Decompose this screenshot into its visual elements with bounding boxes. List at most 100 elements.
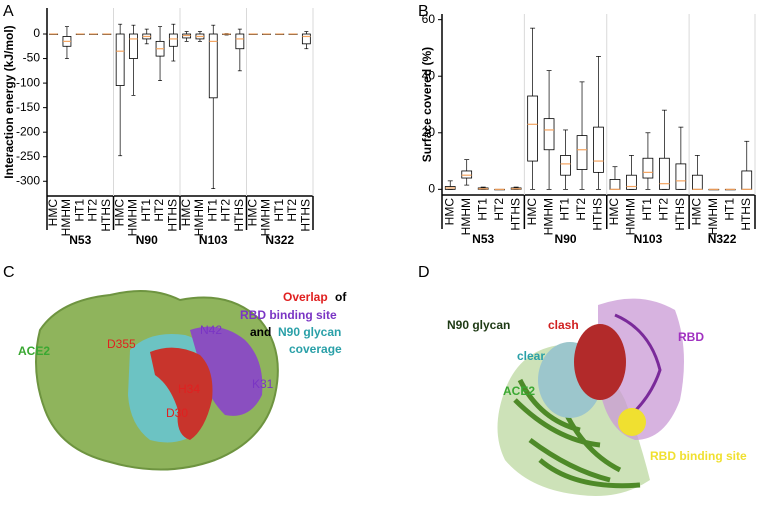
x-tick-label: HMHM xyxy=(459,198,473,235)
annotation: clear xyxy=(517,349,545,363)
x-tick-label: HMHM xyxy=(541,198,555,235)
y-tick-label: 20 xyxy=(422,125,436,139)
x-tick-label: HT1 xyxy=(475,198,489,221)
x-tick-label: HT1 xyxy=(139,199,153,222)
annotation: ACE2 xyxy=(503,384,535,398)
box xyxy=(626,174,637,190)
x-tick-label: HT1 xyxy=(722,198,736,221)
y-tick-label: 0 xyxy=(33,26,40,40)
box xyxy=(301,33,311,45)
x-tick-label: HMC xyxy=(607,198,621,226)
group-label: N322 xyxy=(265,233,294,247)
group-label: N53 xyxy=(69,233,91,247)
group-label: N90 xyxy=(136,233,158,247)
box xyxy=(543,118,555,151)
box xyxy=(593,126,604,173)
residue-label: D355 xyxy=(107,337,136,351)
x-tick-label: HTHS xyxy=(508,198,522,231)
x-tick-label: HMHM xyxy=(706,198,720,235)
box xyxy=(129,33,138,59)
x-tick-label: HT1 xyxy=(205,199,219,222)
panel-c-image xyxy=(35,290,279,471)
box xyxy=(659,157,670,190)
x-tick-label: HT2 xyxy=(152,199,166,222)
y-tick-label: 60 xyxy=(422,12,436,26)
box xyxy=(527,95,538,162)
box xyxy=(560,155,571,176)
x-tick-label: HT2 xyxy=(86,199,100,222)
x-tick-label: HT1 xyxy=(272,199,286,222)
box xyxy=(576,135,588,170)
x-tick-label: HMC xyxy=(112,199,126,227)
panel-label: A xyxy=(3,3,14,20)
box xyxy=(642,157,654,179)
panel-d-image xyxy=(497,298,684,496)
x-tick-label: HMHM xyxy=(624,198,638,235)
x-tick-label: HMC xyxy=(179,199,193,227)
x-tick-label: HT2 xyxy=(219,199,233,222)
y-axis-title: Interaction energy (kJ/mol) xyxy=(2,25,16,178)
x-tick-label: HTHS xyxy=(673,198,687,231)
panel-label: B xyxy=(418,3,429,20)
x-tick-label: HMC xyxy=(46,199,60,227)
x-tick-label: HTHS xyxy=(591,198,605,231)
annotation: coverage xyxy=(289,342,342,356)
annotation: RBD xyxy=(678,330,704,344)
box xyxy=(741,170,753,190)
annotation: and xyxy=(250,325,271,339)
group-label: N103 xyxy=(199,233,228,247)
x-tick-label: HMC xyxy=(525,198,539,226)
x-tick-label: HT2 xyxy=(285,199,299,222)
x-tick-label: HMHM xyxy=(126,199,140,236)
annotation: RBD binding site xyxy=(650,449,747,463)
box xyxy=(461,170,473,179)
group-label: N103 xyxy=(634,232,663,246)
group-label: N90 xyxy=(555,232,577,246)
box xyxy=(675,163,687,190)
y-tick-label: -150 xyxy=(16,100,40,114)
x-tick-label: HTHS xyxy=(299,199,313,232)
group-label: N53 xyxy=(472,232,494,246)
x-tick-label: HTHS xyxy=(166,199,180,232)
annotation: N90 glycan xyxy=(447,318,510,332)
x-tick-label: HT2 xyxy=(492,198,506,221)
x-tick-label: HT2 xyxy=(657,198,671,221)
x-tick-label: HMC xyxy=(690,198,704,226)
annotation: clash xyxy=(548,318,579,332)
annotation: RBD binding site xyxy=(240,308,337,322)
x-tick-label: HT1 xyxy=(640,198,654,221)
x-tick-label: HTHS xyxy=(99,199,113,232)
x-tick-label: HMC xyxy=(245,199,259,227)
y-tick-label: -300 xyxy=(16,173,40,187)
x-tick-label: HTHS xyxy=(232,199,246,232)
x-tick-label: HMHM xyxy=(192,199,206,236)
x-tick-label: HMHM xyxy=(59,199,73,236)
box xyxy=(609,179,621,190)
annotation: N90 glycan xyxy=(278,325,341,339)
residue-label: K31 xyxy=(252,377,274,391)
y-tick-label: 0 xyxy=(428,182,435,196)
residue-label: N42 xyxy=(200,323,222,337)
panel-label: D xyxy=(418,264,430,281)
x-tick-label: HT2 xyxy=(574,198,588,221)
annotation: Overlap xyxy=(283,290,328,304)
box xyxy=(208,33,218,99)
group-label: N322 xyxy=(708,232,737,246)
x-tick-label: HMHM xyxy=(259,199,273,236)
x-tick-label: HT1 xyxy=(72,199,86,222)
y-tick-label: -100 xyxy=(16,75,40,89)
y-tick-label: -200 xyxy=(16,124,40,138)
box xyxy=(692,174,703,190)
x-tick-label: HTHS xyxy=(739,198,753,231)
box xyxy=(235,33,245,50)
y-tick-label: -50 xyxy=(23,51,41,65)
annotation: of xyxy=(335,290,347,304)
panel-label: C xyxy=(3,264,15,281)
residue-label: D30 xyxy=(166,406,188,420)
annotation: ACE2 xyxy=(18,344,50,358)
y-axis-title: Surface covered (%) xyxy=(420,47,434,162)
y-tick-label: -250 xyxy=(16,149,40,163)
box xyxy=(115,33,125,86)
y-tick-label: 40 xyxy=(422,68,436,82)
